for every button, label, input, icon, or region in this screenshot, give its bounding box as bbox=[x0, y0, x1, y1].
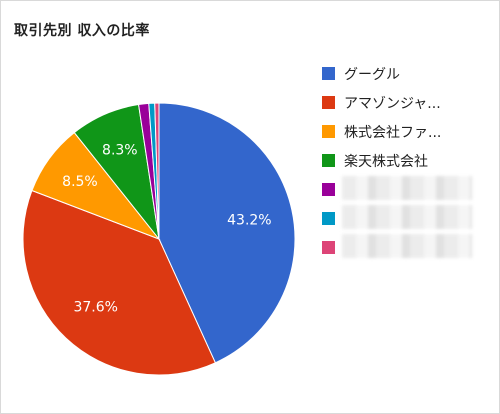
legend-swatch bbox=[322, 96, 335, 109]
pie-slice-0[interactable] bbox=[158, 102, 296, 364]
legend-item-6[interactable] bbox=[322, 234, 492, 267]
slice-label-3: 8.3% bbox=[102, 142, 138, 158]
legend-swatch bbox=[322, 212, 335, 225]
chart-title: 取引先別 収入の比率 bbox=[14, 23, 150, 39]
legend-label: アマゾンジャ... bbox=[344, 96, 441, 112]
legend-swatch bbox=[322, 241, 335, 254]
legend-label: グーグル bbox=[344, 67, 400, 83]
legend-label: 楽天株式会社 bbox=[344, 154, 428, 170]
chart-legend: グーグルアマゾンジャ... 株式会社ファ... 楽天株式会社 bbox=[322, 64, 492, 267]
legend-item-1[interactable]: アマゾンジャ... bbox=[322, 93, 492, 122]
legend-swatch bbox=[322, 183, 335, 196]
pie-slice-1[interactable] bbox=[22, 189, 217, 376]
legend-item-2[interactable]: 株式会社ファ... bbox=[322, 122, 492, 151]
legend-label-redacted bbox=[342, 176, 472, 200]
slice-label-2: 8.5% bbox=[62, 174, 98, 190]
legend-swatch bbox=[322, 67, 335, 80]
legend-item-0[interactable]: グーグル bbox=[322, 64, 492, 93]
legend-item-4[interactable] bbox=[322, 176, 492, 209]
slice-label-0: 43.2% bbox=[227, 212, 271, 228]
legend-label-redacted bbox=[342, 205, 472, 229]
legend-label: 株式会社ファ... bbox=[344, 125, 442, 141]
slice-label-1: 37.6% bbox=[73, 299, 117, 315]
legend-swatch bbox=[322, 125, 335, 138]
legend-item-3[interactable]: 楽天株式会社 bbox=[322, 151, 492, 180]
legend-label-redacted bbox=[342, 234, 472, 258]
legend-item-5[interactable] bbox=[322, 205, 492, 238]
legend-swatch bbox=[322, 154, 335, 167]
pie-slice-6[interactable] bbox=[154, 102, 160, 240]
